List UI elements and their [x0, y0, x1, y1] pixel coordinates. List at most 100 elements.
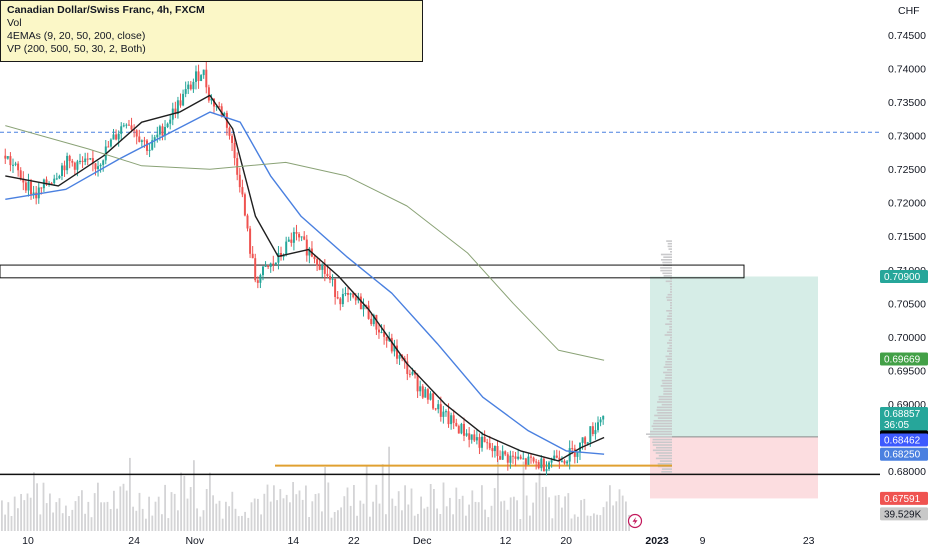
volume-bar [567, 493, 570, 531]
price-tag: 0.68250 [880, 447, 928, 461]
time-axis[interactable]: 10 24 Nov 14 22 Dec 12 20 2023 9 23 [22, 535, 815, 547]
price-tag: 0.67591 [880, 491, 928, 505]
legend-ema[interactable]: 4EMAs (9, 20, 50, 200, close) [7, 30, 146, 42]
legend-vol[interactable]: Vol [7, 17, 22, 29]
candle-body [50, 183, 53, 185]
volume-bar [90, 517, 93, 531]
candle-body [504, 451, 507, 455]
candle-body [22, 178, 25, 183]
volume-bar [522, 461, 525, 531]
profile-bar [655, 457, 672, 460]
candle-body [535, 461, 538, 463]
volume-bar [292, 482, 294, 531]
price-tag-bg [880, 491, 928, 505]
candle-body [573, 448, 576, 457]
candle-body [184, 89, 187, 94]
symbol-title: Canadian Dollar/Swiss Franc, 4h, FXCM [7, 4, 205, 16]
candle-body [148, 149, 151, 151]
candle-body [524, 458, 527, 465]
candle-body [341, 294, 344, 305]
profile-bar [657, 401, 672, 403]
y-tick-label: 0.68000 [888, 466, 926, 478]
profile-bar [669, 326, 672, 328]
candle-body [434, 408, 437, 410]
y-tick-label: 0.73000 [888, 131, 926, 143]
candle-body [514, 456, 517, 459]
candle-body [27, 181, 30, 191]
profile-bar [660, 385, 672, 387]
candle-body [35, 192, 38, 199]
volume-bar [74, 501, 77, 531]
volume-bar [186, 498, 189, 531]
volume-bar [429, 484, 432, 531]
candle-body [527, 456, 530, 465]
candle-body [158, 126, 161, 135]
volume-bar [260, 514, 262, 531]
candle-body [156, 134, 159, 138]
profile-bar [668, 248, 672, 250]
profile-bar [652, 441, 672, 444]
candle-body [457, 426, 460, 434]
candle-body [396, 345, 398, 359]
y-tick-label: 0.70000 [888, 332, 926, 344]
candle-body [398, 355, 401, 359]
profile-bar [652, 444, 672, 446]
candle-body [220, 106, 223, 116]
indicator-legend[interactable]: Canadian Dollar/Swiss Franc, 4h, FXCM Vo… [0, 0, 423, 62]
candle-body [537, 462, 540, 469]
volume-bars [1, 446, 630, 531]
candle-body [555, 455, 558, 458]
candle-body [197, 71, 200, 81]
price-tag-text: 0.70900 [884, 272, 921, 283]
candle-body [164, 127, 166, 136]
volume-bar [551, 518, 554, 531]
volume-bar [247, 517, 250, 531]
volume-bar [359, 500, 362, 531]
candle-body [429, 393, 432, 400]
candle-body [97, 166, 99, 170]
profile-bar [654, 414, 672, 417]
volume-bar [132, 506, 134, 531]
candle-body [566, 461, 569, 464]
volume-bar [538, 472, 541, 531]
profile-bar [658, 398, 672, 401]
candle-body [223, 112, 226, 116]
volume-bar [138, 492, 141, 531]
volume-bar [71, 509, 74, 531]
volume-bar [436, 508, 438, 531]
volume-bar [503, 500, 506, 531]
profile-bar [663, 393, 672, 395]
volume-bar [205, 489, 208, 531]
volume-bar [116, 508, 118, 531]
candle-body [509, 455, 512, 463]
candle-body [55, 178, 58, 180]
volume-bar [410, 488, 413, 531]
volume-bar [391, 498, 394, 531]
candle-body [6, 156, 9, 159]
volume-bar [218, 500, 221, 531]
volume-bar [609, 485, 611, 531]
legend-vp[interactable]: VP (200, 500, 50, 30, 2, Both) [7, 43, 146, 55]
candle-body [280, 253, 282, 257]
y-tick-label: 0.72500 [888, 164, 926, 176]
candle-body [581, 437, 584, 443]
candle-body [120, 126, 123, 134]
candle-body [117, 133, 120, 140]
volume-bar [42, 482, 45, 531]
price-tag-text: 0.69669 [884, 355, 921, 366]
target-zone [650, 276, 818, 437]
candle-body [378, 329, 380, 333]
profile-bar [666, 240, 672, 242]
volume-bar [426, 506, 429, 531]
profile-bar [670, 304, 672, 307]
price-tag: 0.70900 [880, 270, 928, 283]
volume-bar [394, 505, 397, 531]
lightning-icon[interactable] [627, 513, 643, 529]
candle-body [365, 305, 368, 306]
candle-body [215, 106, 218, 108]
volume-bar [497, 458, 499, 531]
volume-bar [449, 497, 451, 531]
candle-body [439, 404, 442, 417]
